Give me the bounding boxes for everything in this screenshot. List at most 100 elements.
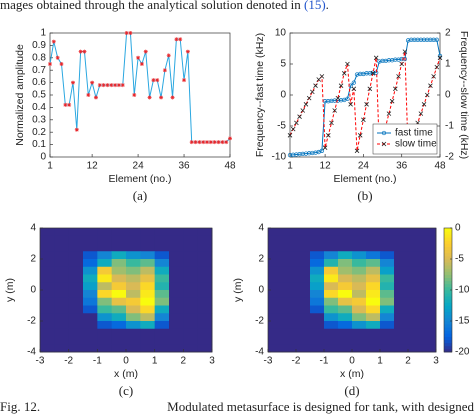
heat-cell	[54, 328, 70, 337]
heat-cell	[324, 313, 339, 322]
heat-cell	[169, 282, 184, 291]
heat-cell	[366, 235, 381, 244]
heat-cell	[83, 251, 98, 260]
heat-cell	[54, 274, 70, 283]
heat-cell	[140, 274, 156, 283]
heat-cell	[126, 228, 141, 237]
heat-cell	[97, 243, 113, 252]
colorbar-step	[444, 283, 452, 288]
heat-cell	[380, 313, 395, 322]
heat-cell	[83, 321, 98, 330]
y-tick-label: 0.2	[32, 127, 46, 138]
heat-cell	[140, 235, 156, 244]
heat-cell	[140, 336, 156, 345]
colorbar-step	[444, 348, 452, 353]
colorbar-step	[444, 271, 452, 275]
heat-cell	[422, 228, 437, 237]
x-axis-label: Element (no.)	[333, 173, 396, 185]
marker	[345, 61, 350, 67]
heat-cell	[40, 235, 55, 244]
heat-cell	[352, 228, 367, 237]
marker	[367, 86, 373, 92]
marker	[393, 86, 398, 92]
heat-cell	[140, 259, 156, 268]
heat-cell	[68, 344, 84, 353]
heat-cell	[183, 313, 199, 322]
marker	[437, 55, 443, 61]
heat-cell	[111, 305, 127, 314]
y-tick-label: 0	[40, 152, 46, 163]
y-tick-label: -2	[27, 316, 36, 327]
heat-cell	[197, 251, 213, 260]
x-tick-label: 1	[287, 161, 293, 172]
x-tick-label: 1	[152, 356, 158, 367]
marker	[212, 140, 217, 145]
y-tick-label: 0.4	[32, 102, 46, 113]
heat-cell	[282, 259, 297, 268]
legend-box	[372, 123, 438, 155]
heat-cell	[154, 313, 170, 322]
marker	[67, 102, 72, 107]
heat-cell	[197, 328, 213, 337]
heat-cell	[40, 282, 55, 291]
marker	[151, 78, 156, 83]
reference-link[interactable]: (15)	[304, 0, 326, 12]
marker	[434, 37, 439, 42]
heat-cell	[154, 282, 170, 291]
heat-cell	[408, 235, 423, 244]
heat-cell	[111, 251, 127, 260]
colorbar-step	[444, 262, 452, 266]
heat-cell	[68, 328, 84, 337]
heat-cell	[408, 282, 423, 291]
heat-cell	[296, 328, 311, 337]
heat-cell	[380, 274, 395, 283]
y2-tick-label: -2	[445, 152, 454, 163]
heat-cell	[296, 336, 311, 345]
heat-cell	[310, 243, 325, 252]
heat-cell	[126, 297, 141, 306]
marker	[170, 95, 175, 100]
heat-cell	[282, 313, 297, 322]
heat-cell	[296, 266, 311, 275]
heat-cell	[338, 259, 353, 268]
heat-cell	[422, 321, 437, 330]
heat-cell	[126, 259, 141, 268]
marker	[389, 98, 395, 104]
colorbar-tick-label: -10	[455, 285, 470, 296]
heat-cell	[197, 290, 213, 299]
x-tick-label: -1	[320, 356, 329, 367]
colorbar-step	[444, 277, 452, 282]
colorbar-tick-label: -5	[455, 254, 464, 265]
heat-cell	[366, 251, 381, 260]
heat-cell	[126, 313, 141, 322]
heat-cell	[154, 235, 170, 244]
heat-cell	[154, 344, 170, 353]
heat-cell	[169, 251, 184, 260]
heat-cell	[338, 297, 353, 306]
heat-cell	[197, 321, 213, 330]
marker	[341, 71, 347, 76]
heat-cell	[111, 243, 127, 252]
marker	[116, 83, 121, 88]
heat-cell	[296, 297, 311, 306]
colorbar-tick-label: -20	[455, 347, 470, 358]
heat-cell	[97, 266, 113, 275]
y-axis-label: y (m)	[232, 278, 244, 302]
marker	[361, 117, 366, 123]
marker	[399, 56, 404, 62]
colorbar-step	[444, 333, 452, 337]
y-tick-label: 10	[275, 28, 287, 39]
heat-cell	[126, 290, 141, 299]
marker	[120, 83, 125, 88]
heat-cell	[68, 259, 84, 268]
marker	[294, 152, 299, 157]
top-text-part: .	[326, 0, 329, 12]
heat-cell	[83, 228, 98, 237]
y-tick-label: 0	[280, 90, 286, 101]
x-tick-label: 12	[87, 161, 99, 172]
marker	[109, 83, 114, 88]
heat-cell	[380, 235, 395, 244]
y-tick-label: -5	[277, 121, 286, 132]
panel-label: (d)	[344, 383, 359, 398]
colorbar-step	[444, 259, 452, 263]
